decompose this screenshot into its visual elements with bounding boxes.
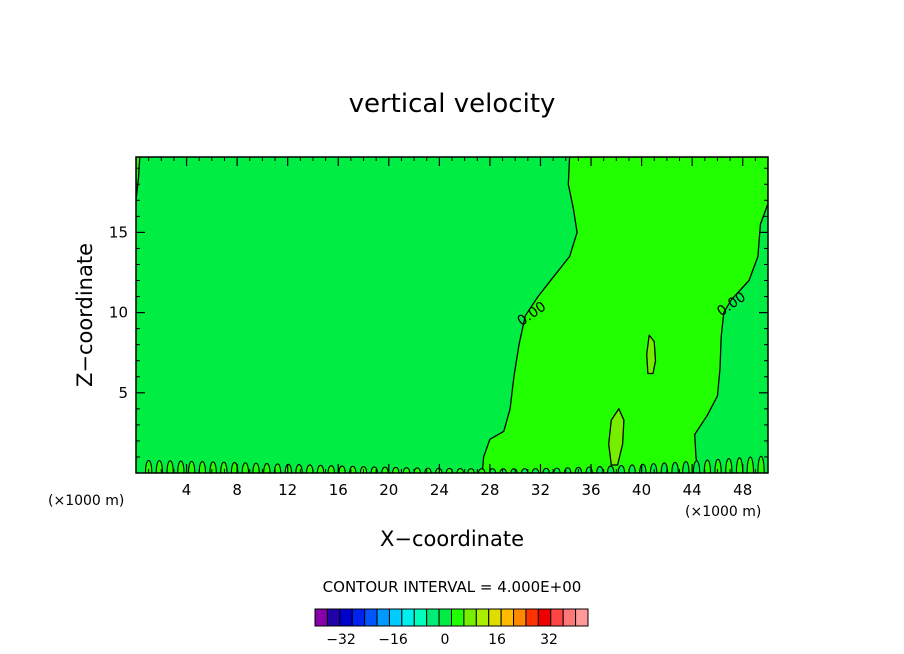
colorbar-swatch-2 — [326, 608, 341, 627]
surface-cell-17 — [316, 464, 325, 473]
y-tick-label-10: 10 — [109, 304, 128, 322]
x-origin-unit: (×1000 m) — [48, 493, 124, 509]
x-tick-label-28: 28 — [480, 481, 499, 499]
colorbar-swatch-10 — [426, 608, 440, 627]
contour-interval-label: CONTOUR INTERVAL = 4.000E+00 — [323, 578, 582, 596]
colorbar-swatch-20 — [550, 608, 564, 627]
contour-region-1 — [481, 157, 768, 473]
colorbar-swatch-13 — [463, 608, 477, 627]
surface-cell-15 — [295, 464, 303, 473]
colorbar-tick-label-1: −32 — [326, 632, 356, 648]
surface-cell-25 — [402, 467, 411, 473]
surface-cell-46 — [628, 464, 636, 473]
x-tick-label-4: 4 — [182, 481, 192, 499]
x-tick-label-48: 48 — [733, 481, 752, 499]
colorbar-tick-label-5: 32 — [540, 632, 558, 648]
x-tick-label-12: 12 — [278, 481, 297, 499]
colorbar-swatch-11 — [438, 608, 452, 627]
surface-cell-11 — [252, 462, 260, 473]
surface-cell-52 — [692, 460, 701, 473]
colorbar-swatch-1 — [314, 608, 328, 627]
surface-cell-43 — [596, 465, 604, 473]
surface-cell-47 — [639, 463, 647, 473]
colorbar-tick-label-3: 0 — [441, 632, 450, 648]
contour-region-2 — [608, 408, 625, 466]
surface-cell-37 — [531, 468, 540, 473]
colorbar-swatch-22 — [575, 608, 589, 627]
colorbar-swatch-6 — [376, 608, 390, 627]
x-tick-label-24: 24 — [430, 481, 449, 499]
colorbar-swatch-12 — [451, 608, 465, 627]
colorbar-swatch-17 — [513, 608, 527, 627]
surface-cell-3 — [166, 460, 174, 473]
surface-cell-55 — [725, 457, 733, 473]
surface-cell-24 — [392, 466, 400, 473]
surface-cell-57 — [746, 456, 755, 473]
colorbar-swatch-5 — [364, 608, 378, 627]
x-axis-title: X−coordinate — [380, 527, 524, 551]
surface-cell-32 — [477, 468, 486, 473]
surface-cell-10 — [241, 462, 250, 473]
surface-cell-44 — [606, 465, 615, 473]
x-tick-label-40: 40 — [632, 481, 651, 499]
colorbar-swatch-3 — [339, 608, 353, 627]
surface-cell-16 — [306, 464, 314, 473]
surface-cell-5 — [187, 460, 196, 473]
x-tick-label-20: 20 — [379, 481, 398, 499]
surface-cell-8 — [220, 461, 228, 473]
colorbar-swatch-15 — [488, 608, 502, 627]
plot-area: 0.00 0.00 — [135, 156, 769, 474]
colorbar-swatch-18 — [525, 608, 539, 627]
surface-cell-14 — [284, 463, 293, 473]
surface-cell-1 — [144, 459, 153, 473]
surface-cell-31 — [467, 468, 475, 473]
y-axis-title: Z−coordinate — [73, 243, 97, 387]
x-tick-label-32: 32 — [531, 481, 550, 499]
x-tick-label-36: 36 — [581, 481, 600, 499]
colorbar-swatch-7 — [388, 608, 403, 627]
surface-cell-19 — [338, 465, 346, 473]
y-tick-label-15: 15 — [109, 223, 128, 241]
colorbar-swatch-14 — [475, 608, 490, 627]
colorbar-swatch-19 — [537, 608, 552, 627]
surface-cell-12 — [263, 462, 271, 473]
x-tick-label-16: 16 — [329, 481, 348, 499]
colorbar: −32 −16 0 16 32 — [314, 608, 589, 648]
surface-cell-48 — [649, 463, 658, 473]
x-tick-label-44: 44 — [683, 481, 702, 499]
surface-cell-45 — [617, 464, 626, 473]
colorbar-swatch-16 — [500, 608, 515, 627]
colorbar-tick-label-4: 16 — [488, 632, 506, 648]
surface-cell-4 — [177, 460, 185, 473]
surface-cell-26 — [413, 467, 421, 473]
surface-cell-39 — [553, 467, 561, 473]
chart-title: vertical velocity — [349, 89, 556, 119]
colorbar-swatch-4 — [351, 608, 366, 627]
surface-cell-6 — [198, 461, 207, 473]
x-tick-label-8: 8 — [232, 481, 242, 499]
colorbar-swatch-21 — [562, 608, 577, 627]
surface-cells — [144, 455, 765, 473]
surface-cell-51 — [682, 460, 690, 473]
x-axis-unit: (×1000 m) — [685, 504, 761, 520]
surface-cell-7 — [209, 461, 217, 473]
surface-cell-34 — [499, 468, 507, 473]
y-tick-label-5: 5 — [118, 384, 128, 402]
colorbar-tick-label-2: −16 — [378, 632, 408, 648]
surface-cell-58 — [757, 455, 765, 473]
colorbar-swatch-9 — [413, 608, 428, 627]
x-axis: 4 8 12 16 20 24 28 32 36 40 44 48 — [148, 157, 756, 499]
surface-cell-54 — [714, 458, 722, 473]
surface-cell-56 — [735, 457, 744, 473]
surface-cell-23 — [381, 466, 389, 473]
contour-region-3 — [646, 334, 657, 375]
surface-cell-28 — [435, 467, 443, 473]
y-axis: 5 10 15 — [109, 167, 768, 458]
surface-cell-38 — [542, 467, 550, 473]
surface-cell-18 — [327, 465, 335, 473]
colorbar-swatch-8 — [401, 608, 415, 627]
surface-cell-50 — [671, 461, 679, 473]
surface-cell-30 — [456, 468, 464, 473]
